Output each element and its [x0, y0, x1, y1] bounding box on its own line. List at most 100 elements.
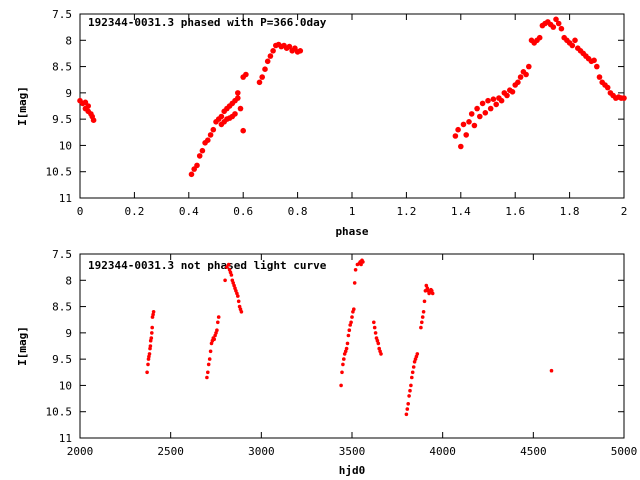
- data-point: [208, 349, 213, 354]
- y-tick-label: 10.5: [46, 166, 73, 179]
- data-point: [419, 325, 423, 330]
- data-point: [569, 42, 576, 49]
- data-point: [361, 260, 365, 264]
- data-point: [226, 262, 231, 267]
- data-point: [452, 133, 459, 139]
- data-point: [352, 307, 356, 312]
- data-point: [223, 278, 227, 283]
- data-point: [474, 105, 480, 112]
- y-tick-label: 8: [65, 34, 72, 47]
- data-point: [515, 79, 521, 86]
- data-point: [463, 132, 470, 138]
- data-point: [345, 341, 350, 346]
- x-tick-label: 1.6: [505, 205, 525, 218]
- data-point: [460, 121, 467, 128]
- data-point: [188, 171, 195, 178]
- data-point: [493, 101, 500, 108]
- data-point: [411, 365, 416, 369]
- data-point: [350, 315, 354, 319]
- data-point: [471, 122, 478, 129]
- data-point: [420, 315, 425, 319]
- data-point: [359, 262, 363, 267]
- data-point: [340, 370, 344, 375]
- data-point: [347, 328, 352, 333]
- data-point: [199, 147, 206, 154]
- data-point: [297, 48, 304, 54]
- x-tick-label: 0.4: [179, 205, 199, 218]
- x-tick-label: 5000: [611, 445, 638, 458]
- data-point: [262, 66, 268, 72]
- data-point: [555, 20, 562, 27]
- data-point: [210, 126, 217, 133]
- data-point: [558, 25, 565, 32]
- plot-frame-1: [79, 253, 625, 439]
- data-point: [215, 328, 219, 333]
- x-tick-label: 4500: [520, 445, 547, 458]
- data-point: [490, 96, 497, 102]
- data-point: [421, 310, 426, 314]
- data-point: [468, 111, 475, 117]
- data-point: [553, 16, 559, 23]
- y-tick-label: 7.5: [52, 8, 72, 21]
- y-tick-label: 9: [65, 87, 72, 100]
- data-point: [207, 357, 212, 361]
- data-point: [349, 320, 353, 325]
- data-point: [373, 331, 378, 335]
- data-point: [286, 43, 293, 50]
- data-point: [232, 111, 238, 117]
- x-tick-label: 4000: [429, 445, 456, 458]
- data-point: [479, 100, 486, 107]
- data-point: [205, 137, 211, 143]
- data-point: [477, 113, 483, 120]
- data-point: [591, 57, 597, 64]
- data-point: [485, 97, 491, 104]
- data-point: [430, 291, 435, 296]
- data-point: [572, 37, 578, 44]
- data-point: [148, 344, 153, 348]
- x-tick-label: 2500: [157, 445, 184, 458]
- x-tick-label: 1: [349, 205, 356, 218]
- y-tick-label: 10: [59, 139, 72, 152]
- x-axis-label: phase: [335, 225, 368, 238]
- data-point: [212, 337, 216, 342]
- data-point: [423, 289, 428, 293]
- y-tick-label: 11: [59, 432, 72, 445]
- y-tick-label: 8: [65, 274, 72, 287]
- data-point: [604, 84, 611, 91]
- data-point: [487, 105, 494, 112]
- data-point: [206, 370, 210, 375]
- y-tick-label: 9: [65, 327, 72, 340]
- data-point: [216, 320, 220, 325]
- y-tick-label: 10.5: [46, 406, 73, 419]
- y-tick-label: 8.5: [52, 301, 72, 314]
- data-point: [339, 383, 343, 388]
- data-point: [256, 79, 263, 86]
- data-point: [236, 294, 240, 298]
- data-point: [235, 291, 239, 296]
- data-point: [206, 362, 211, 367]
- data-point: [264, 58, 271, 65]
- data-point: [410, 375, 414, 380]
- data-point: [236, 299, 241, 304]
- data-point: [237, 105, 244, 112]
- data-point: [407, 394, 411, 398]
- x-tick-label: 0: [77, 205, 84, 218]
- data-point: [482, 110, 489, 116]
- data-point: [550, 24, 557, 30]
- data-point: [150, 331, 154, 335]
- data-point: [504, 92, 510, 99]
- plot-frame-0: [79, 13, 625, 199]
- data-point: [218, 113, 225, 120]
- x-tick-label: 0.2: [124, 205, 144, 218]
- data-point: [404, 412, 409, 417]
- data-point: [149, 336, 154, 340]
- x-axis-label: hjd0: [339, 464, 366, 477]
- data-point: [410, 370, 415, 375]
- data-point: [90, 117, 97, 123]
- data-point: [259, 74, 266, 80]
- data-point: [594, 63, 600, 70]
- y-tick-label: 7.5: [52, 248, 72, 261]
- data-point: [235, 90, 241, 96]
- data-point: [85, 103, 91, 109]
- data-point: [216, 315, 221, 319]
